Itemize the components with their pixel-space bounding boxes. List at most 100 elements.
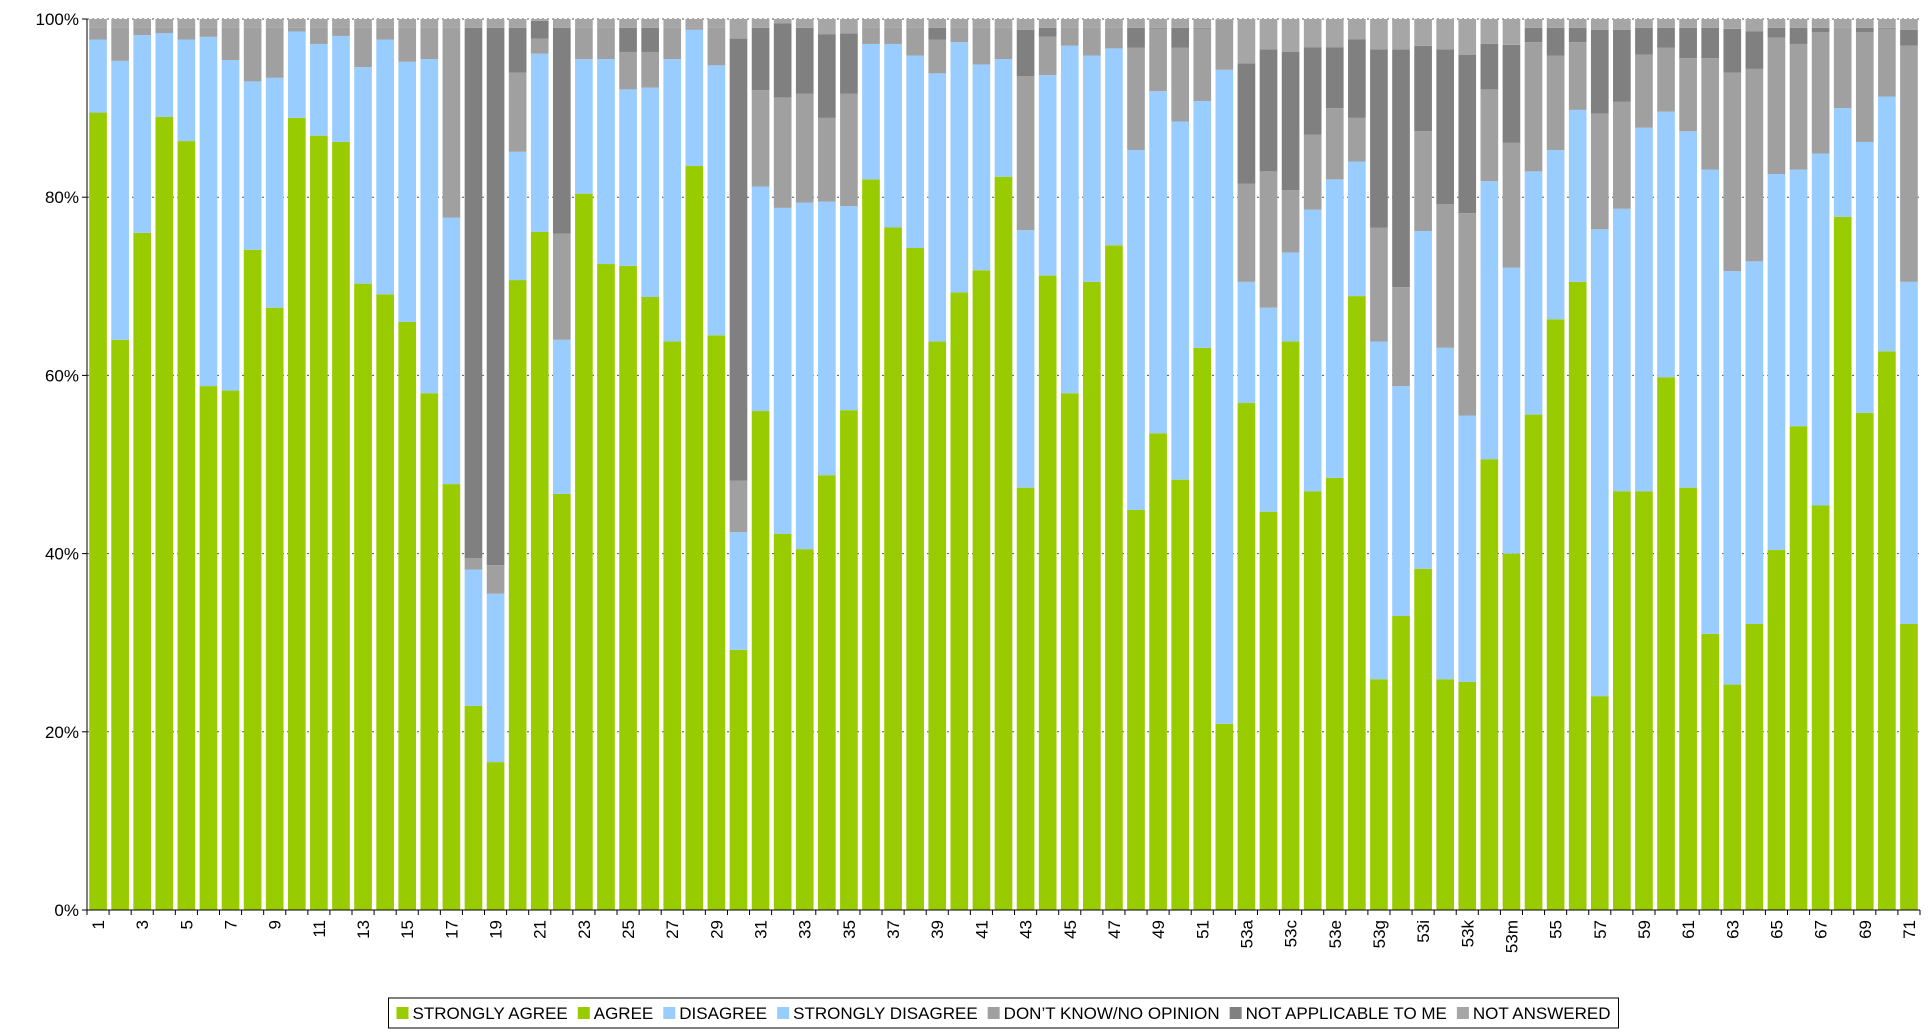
legend-swatch — [777, 1007, 790, 1019]
bar-segment — [972, 19, 991, 28]
bar-segment — [1392, 615, 1410, 910]
bar-segment — [1789, 27, 1808, 44]
bar-segment — [707, 19, 726, 28]
bar-segment — [177, 19, 196, 28]
bar-segment — [442, 484, 461, 910]
bar-segment — [1833, 216, 1852, 910]
bar-segment — [751, 411, 770, 910]
bar-segment — [619, 89, 637, 266]
x-tick-label: 55 — [1547, 920, 1566, 939]
legend-item: DISAGREE — [663, 1004, 767, 1023]
bar-segment — [795, 202, 814, 550]
bar-segment — [817, 34, 836, 118]
bar-segment — [1083, 19, 1101, 28]
bar-segment — [1568, 19, 1587, 28]
bar-segment — [884, 43, 902, 228]
y-tick-label: 80% — [45, 188, 79, 207]
bar-segment — [1568, 42, 1587, 110]
legend-label: NOT ANSWERED — [1473, 1004, 1611, 1023]
x-tick-label: 53k — [1458, 920, 1477, 948]
bar-segment — [89, 39, 107, 113]
bar-segment — [1237, 281, 1256, 404]
bar-segment — [1458, 213, 1477, 416]
bar-segment — [177, 141, 196, 910]
bar-segment — [1083, 27, 1101, 56]
bar-segment — [1723, 28, 1742, 73]
legend-item: NOT APPLICABLE TO ME — [1229, 1004, 1447, 1023]
bar-segment — [1038, 75, 1057, 276]
y-tick-label: 100% — [36, 10, 79, 29]
bar-segment — [1060, 19, 1079, 28]
bar-segment — [663, 19, 682, 28]
bar-segment — [1193, 347, 1212, 910]
bar-segment — [1767, 550, 1786, 910]
bar-segment — [1016, 76, 1035, 231]
bar-segment — [1546, 19, 1565, 28]
bar-segment — [464, 19, 483, 28]
bar-segment — [1767, 19, 1786, 28]
bar-segment — [1414, 131, 1432, 232]
x-tick-label: 17 — [442, 920, 461, 939]
bar-segment — [1701, 19, 1720, 28]
legend-label: NOT APPLICABLE TO ME — [1246, 1004, 1447, 1023]
bar-segment — [1171, 479, 1190, 910]
bar-segment — [221, 59, 240, 391]
bar-segment — [597, 27, 615, 60]
bar-segment — [1127, 19, 1145, 28]
bar-segment — [1767, 37, 1786, 175]
bar-segment — [1679, 131, 1697, 488]
bar-segment — [1370, 227, 1388, 342]
bar-segment — [199, 36, 218, 387]
bar-segment — [840, 33, 858, 94]
bar-segment — [1900, 281, 1918, 624]
bar-segment — [641, 19, 659, 28]
bar-segment — [663, 27, 682, 60]
legend-swatch — [396, 1007, 409, 1019]
bar-segment — [1745, 623, 1764, 910]
bar-segment — [1237, 63, 1256, 184]
bar-segment — [508, 27, 527, 73]
bar-segment — [1635, 27, 1653, 55]
bar-segment — [1149, 433, 1167, 910]
bar-segment — [1083, 281, 1101, 911]
bar-segment — [1635, 54, 1653, 128]
bar-segment — [685, 166, 704, 910]
bar-segment — [641, 27, 659, 52]
bar-segment — [862, 43, 880, 180]
bar-segment — [575, 193, 593, 911]
bar-segment — [773, 23, 792, 98]
bar-segment — [928, 73, 947, 342]
legend-label: DON’T KNOW/NO OPINION — [1004, 1004, 1220, 1023]
bar-segment — [1436, 49, 1455, 205]
bar-segment — [1878, 28, 1896, 97]
bar-segment — [641, 87, 659, 297]
bar-segment — [1878, 96, 1896, 352]
bar-segment — [508, 151, 527, 281]
bar-segment — [597, 264, 615, 910]
bar-segment — [1016, 19, 1035, 30]
bar-segment — [795, 19, 814, 28]
bar-segment — [619, 265, 637, 910]
bar-segment — [641, 296, 659, 910]
bar-segment — [751, 186, 770, 412]
bar-segment — [1038, 19, 1057, 28]
bar-segment — [1171, 121, 1190, 480]
bar-segment — [1392, 19, 1410, 50]
bar-segment — [1833, 19, 1852, 28]
bar-segment — [111, 339, 129, 910]
legend-label: STRONGLY AGREE — [413, 1004, 568, 1023]
bar-segment — [133, 19, 152, 28]
bar-segment — [884, 227, 902, 910]
x-tick-label: 53c — [1282, 920, 1301, 948]
bar-segment — [1723, 271, 1742, 685]
x-tick-label: 71 — [1900, 920, 1919, 939]
bar-segment — [729, 532, 748, 650]
bar-segment — [1745, 68, 1764, 262]
bar-segment — [773, 207, 792, 534]
bar-segment — [376, 19, 394, 28]
bar-segment — [1900, 45, 1918, 282]
bar-segment — [530, 38, 549, 54]
bar-segment — [1325, 477, 1344, 910]
bar-segment — [1414, 568, 1432, 910]
bar-segment — [486, 593, 505, 763]
